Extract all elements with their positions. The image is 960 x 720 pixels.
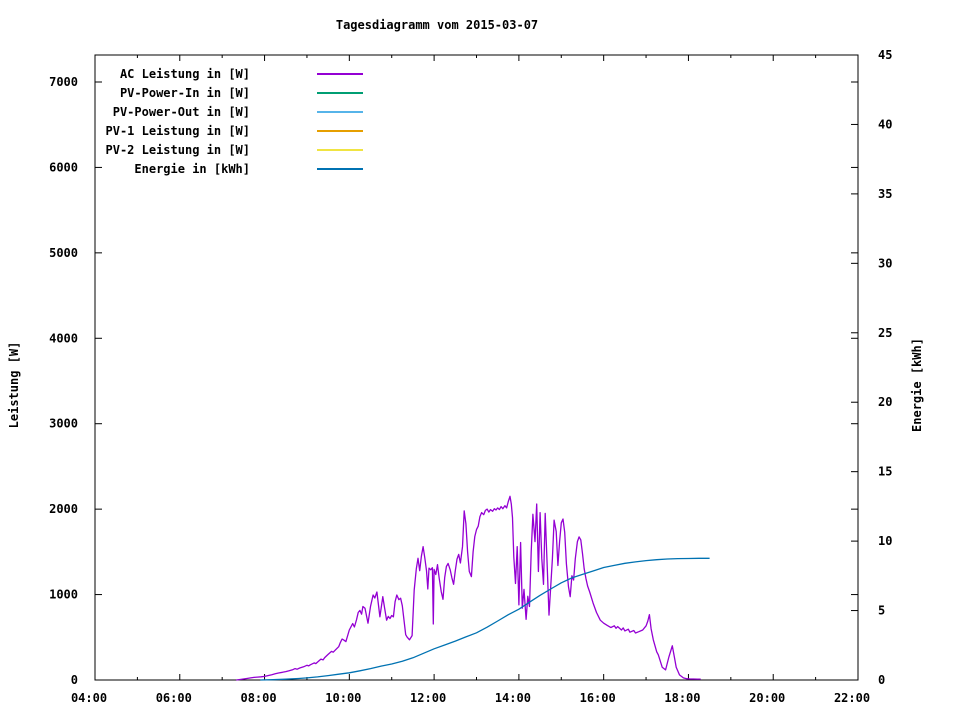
legend-item-pv2-leistung: PV-2 Leistung in [W] — [92, 140, 363, 159]
legend-label: PV-2 Leistung in [W] — [105, 142, 251, 157]
x-tick-label: 20:00 — [749, 691, 785, 705]
legend-line-sample — [317, 148, 363, 151]
y2-tick-label: 40 — [878, 117, 892, 131]
legend-line-sample — [317, 110, 363, 113]
y2-tick-label: 35 — [878, 187, 892, 201]
y1-tick-label: 6000 — [49, 160, 78, 174]
y2-tick-label: 25 — [878, 326, 892, 340]
legend-line-sample — [317, 167, 363, 170]
x-tick-label: 12:00 — [410, 691, 446, 705]
series-line-ac-leistung-in-w — [236, 495, 701, 681]
legend-line-sample — [317, 129, 363, 132]
y2-tick-label: 5 — [878, 604, 885, 618]
x-tick-label: 22:00 — [834, 691, 870, 705]
x-tick-label: 10:00 — [325, 691, 361, 705]
y2-tick-label: 15 — [878, 465, 892, 479]
series-line-energie-in-kwh — [260, 557, 710, 681]
y1-axis-label: Leistung [W] — [7, 341, 21, 429]
y2-tick-label: 45 — [878, 48, 892, 62]
legend-item-pv-power-in: PV-Power-In in [W] — [92, 83, 363, 102]
legend-item-ac-leistung: AC Leistung in [W] — [92, 64, 363, 83]
x-tick-label: 08:00 — [240, 691, 276, 705]
legend-item-pv1-leistung: PV-1 Leistung in [W] — [92, 121, 363, 140]
x-tick-label: 18:00 — [664, 691, 700, 705]
y1-tick-label: 1000 — [49, 588, 78, 602]
y2-tick-label: 10 — [878, 534, 892, 548]
x-tick-label: 06:00 — [156, 691, 192, 705]
x-tick-label: 14:00 — [495, 691, 531, 705]
y1-tick-label: 4000 — [49, 331, 78, 345]
x-tick-label: 16:00 — [580, 691, 616, 705]
legend-line-sample — [317, 91, 363, 94]
legend-label: AC Leistung in [W] — [119, 66, 250, 81]
legend: AC Leistung in [W] PV-Power-In in [W] PV… — [92, 64, 363, 178]
y2-tick-label: 20 — [878, 395, 892, 409]
legend-label: Energie in [kWh] — [134, 161, 250, 176]
y1-tick-label: 0 — [71, 673, 78, 687]
legend-label: PV-Power-Out in [W] — [112, 104, 250, 119]
y1-tick-label: 7000 — [49, 75, 78, 89]
legend-label: PV-1 Leistung in [W] — [105, 123, 251, 138]
legend-line-sample — [317, 72, 363, 75]
legend-item-energie: Energie in [kWh] — [92, 159, 363, 178]
y2-tick-label: 30 — [878, 256, 892, 270]
legend-label: PV-Power-In in [W] — [119, 85, 250, 100]
chart-title: Tagesdiagramm vom 2015-03-07 — [335, 18, 539, 32]
legend-item-pv-power-out: PV-Power-Out in [W] — [92, 102, 363, 121]
y1-tick-label: 3000 — [49, 417, 78, 431]
x-tick-label: 04:00 — [71, 691, 107, 705]
y1-tick-label: 5000 — [49, 246, 78, 260]
y1-tick-label: 2000 — [49, 502, 78, 516]
y2-tick-label: 0 — [878, 673, 885, 687]
y2-axis-label: Energie [kWh] — [910, 338, 924, 432]
